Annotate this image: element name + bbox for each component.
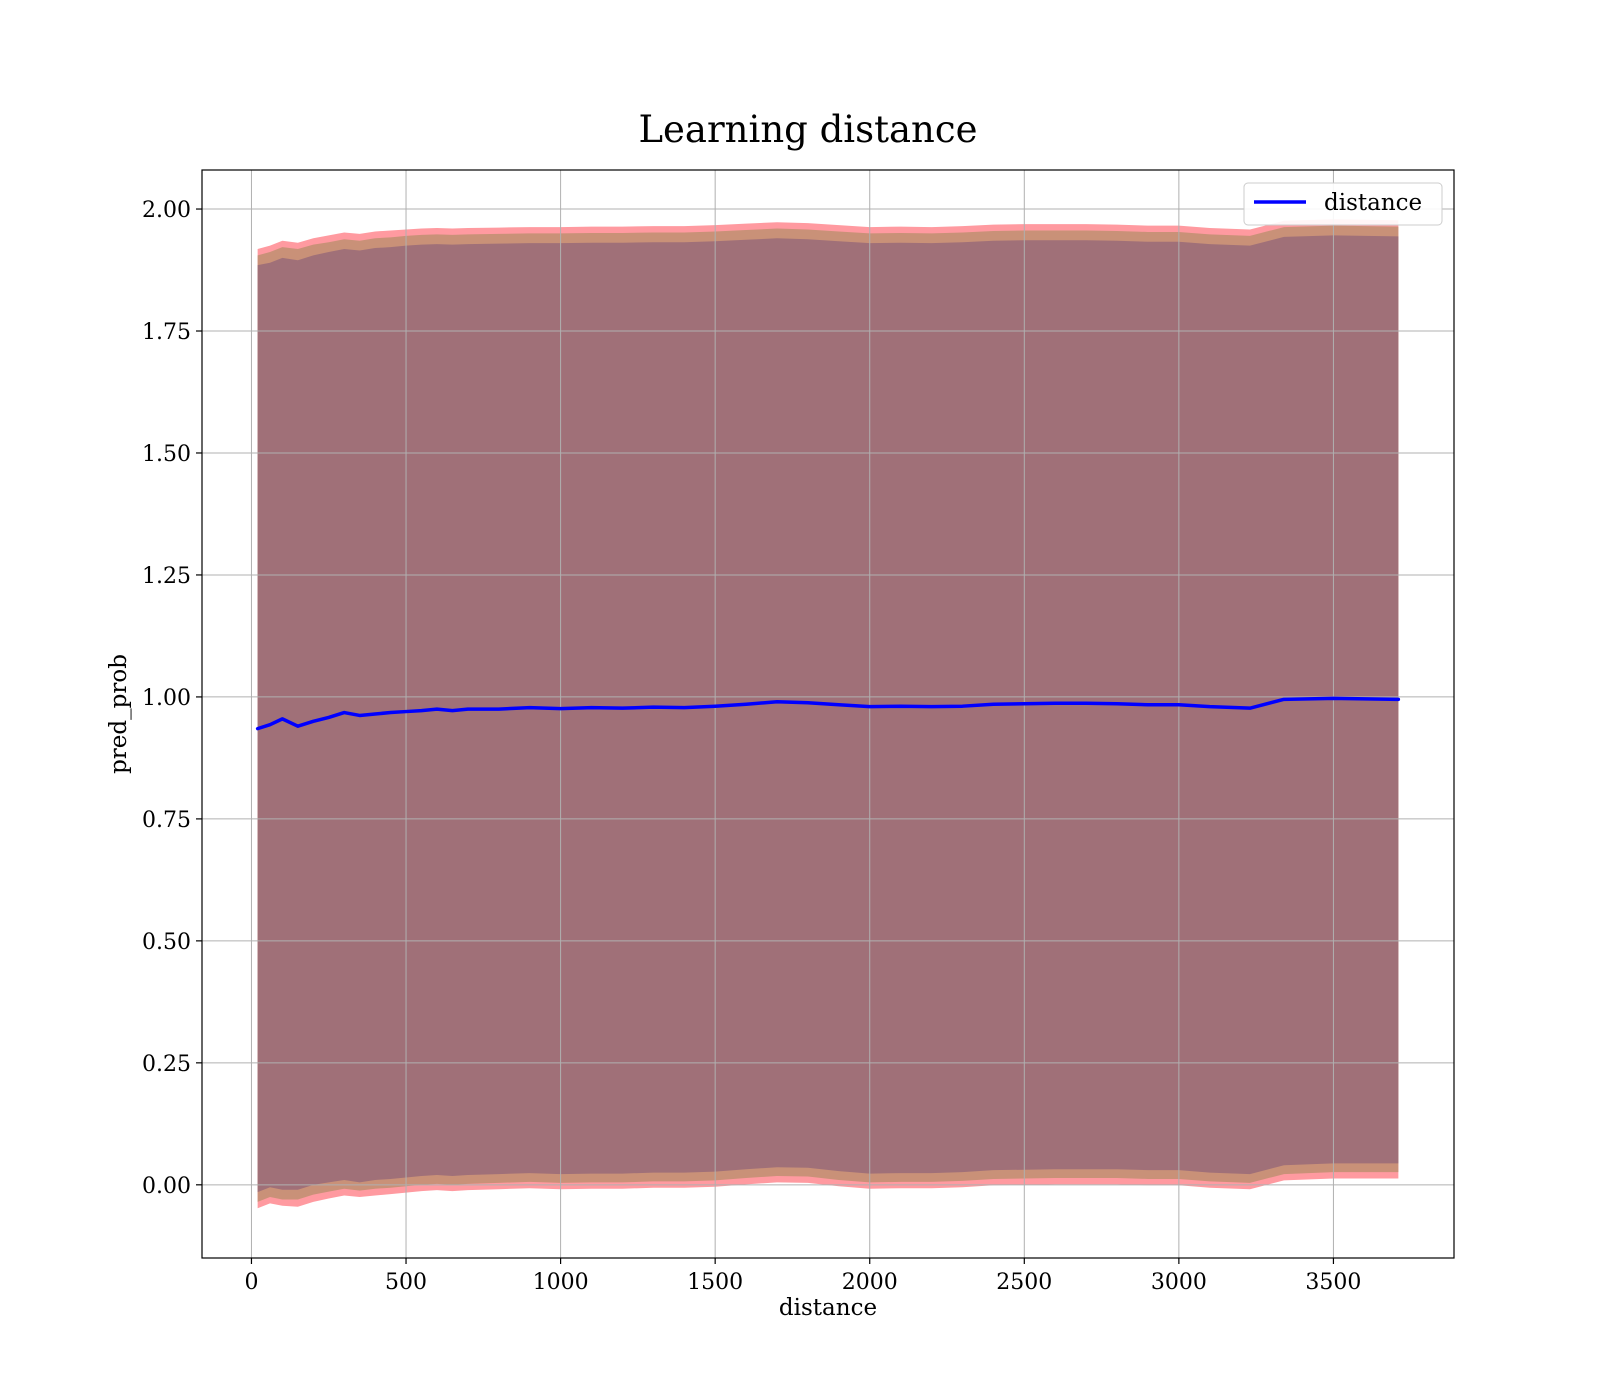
- legend: distance: [1243, 182, 1443, 226]
- legend-label-distance: distance: [1324, 190, 1422, 216]
- y-tick-label: 1.00: [142, 686, 191, 711]
- x-tick-label: 500: [385, 1270, 427, 1295]
- chart-title: Learning distance: [638, 108, 977, 151]
- y-tick-label: 2.00: [142, 198, 191, 223]
- y-axis-ticks: 0.00 0.25 0.50 0.75 1.00 1.25 1.50 1.75 2.00: [142, 198, 202, 1199]
- y-tick-label: 1.75: [142, 320, 191, 345]
- legend-box: [1243, 182, 1443, 226]
- y-axis-label: pred_prob: [106, 654, 132, 774]
- series-line-distance: [255, 696, 1401, 731]
- plot-area-frame: [201, 169, 1455, 1259]
- y-tick-label: 1.25: [142, 564, 191, 589]
- y-tick-label: 1.50: [142, 442, 191, 467]
- x-axis-ticks: 0 500 1000 1500 2000 2500 3000 3500: [244, 1258, 1361, 1295]
- y-tick-label: 0.25: [142, 1052, 191, 1077]
- x-tick-label: 1500: [687, 1270, 743, 1295]
- band-inner: [257, 235, 1399, 1193]
- x-tick-label: 2000: [842, 1270, 898, 1295]
- y-tick-label: 0.50: [142, 930, 191, 955]
- x-tick-label: 1000: [533, 1270, 589, 1295]
- x-tick-label: 0: [244, 1270, 258, 1295]
- y-tick-label: 0.75: [142, 808, 191, 833]
- grid-lines: [202, 170, 1454, 1258]
- x-tick-label: 3500: [1305, 1270, 1361, 1295]
- y-tick-label: 0.00: [142, 1174, 191, 1199]
- x-tick-label: 2500: [996, 1270, 1052, 1295]
- x-axis-label: distance: [779, 1295, 877, 1321]
- x-tick-label: 3000: [1151, 1270, 1207, 1295]
- series-lines: [255, 696, 1401, 731]
- confidence-bands: [257, 219, 1399, 1209]
